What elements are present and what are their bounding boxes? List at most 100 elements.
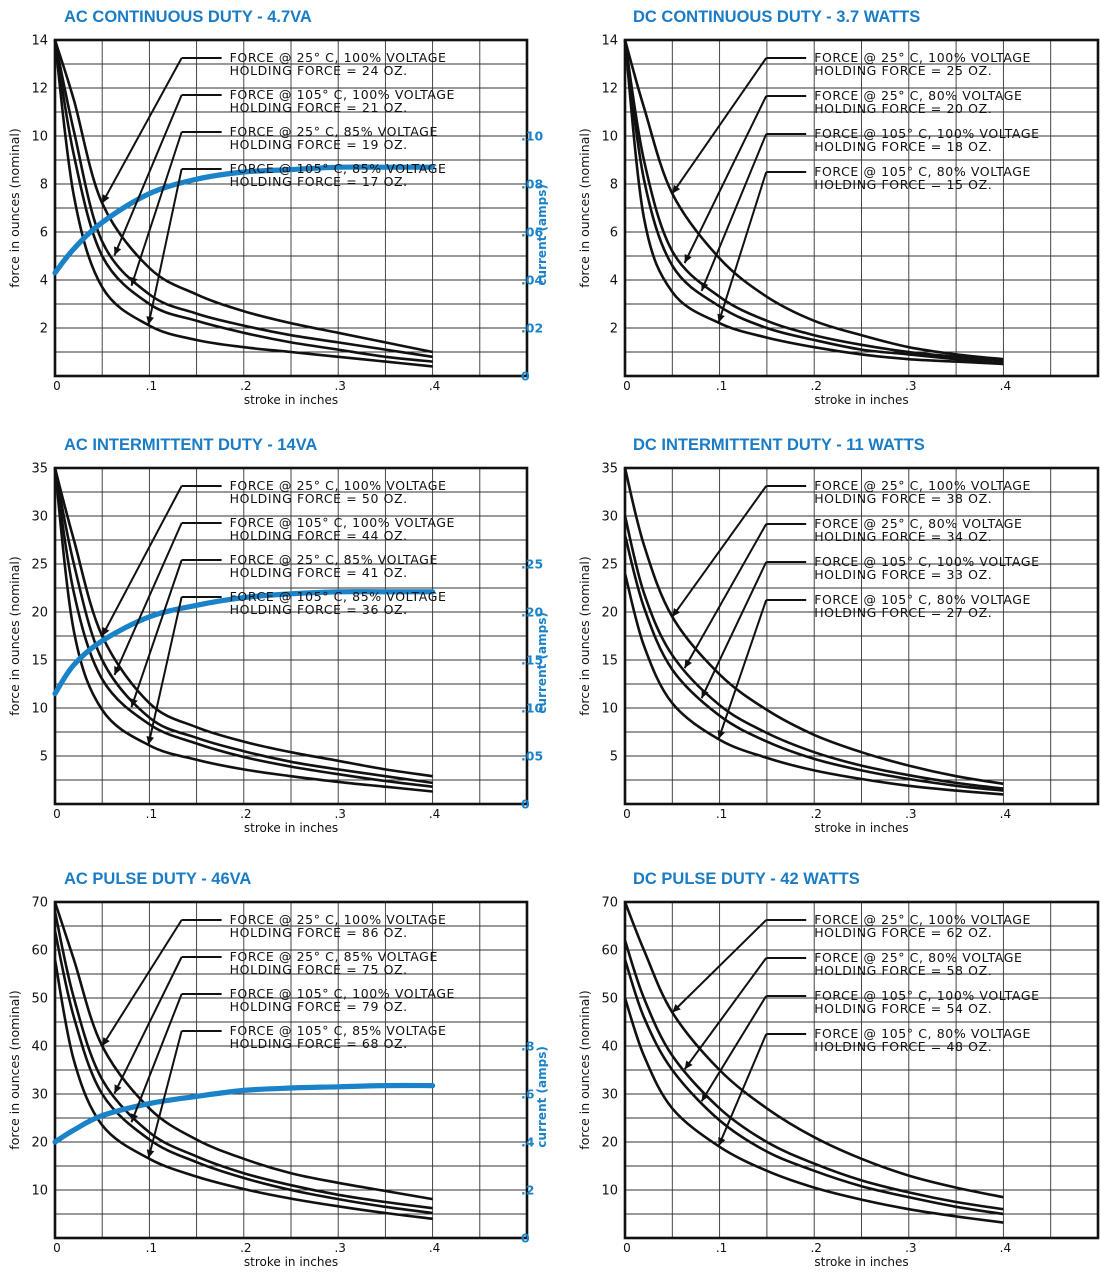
leader-line	[683, 957, 768, 1070]
y-tick-label: 10	[31, 1184, 48, 1199]
y-axis-label: force in ounces (nominal)	[7, 990, 22, 1149]
leader-arrowhead	[130, 276, 138, 286]
legend-series-name: FORCE @ 105° C, 100% VOLTAGE	[814, 126, 1039, 141]
y-tick-label: 4	[40, 274, 48, 289]
y-tick-label: 10	[601, 1184, 618, 1199]
force-curve	[53, 467, 433, 793]
force-curve	[53, 39, 433, 354]
y-tick-label: 5	[40, 750, 48, 765]
current-curve	[52, 1082, 436, 1145]
legend-series-name: FORCE @ 25° C, 100% VOLTAGE	[814, 912, 1031, 927]
legend-series-name: FORCE @ 105° C, 80% VOLTAGE	[814, 592, 1031, 607]
leader-arrowhead	[684, 254, 692, 264]
force-curve	[623, 39, 1004, 361]
legend-holding-force: HOLDING FORCE = 58 OZ.	[814, 963, 992, 978]
y-axis-label: force in ounces (nominal)	[577, 128, 592, 287]
leader-arrowhead	[130, 1113, 139, 1123]
x-tick-label: .3	[905, 379, 916, 393]
legend-holding-force: HOLDING FORCE = 36 OZ.	[230, 602, 408, 617]
plot-frame	[53, 38, 529, 378]
legend-series-name: FORCE @ 105° C, 80% VOLTAGE	[814, 164, 1031, 179]
y2-tick-label: .2	[521, 1183, 534, 1198]
leader-arrowhead	[102, 1037, 110, 1046]
force-curve	[53, 39, 433, 359]
y-tick-label: 50	[31, 992, 48, 1007]
x-tick-label: 0	[623, 1241, 631, 1255]
legend-holding-force: HOLDING FORCE = 86 OZ.	[230, 925, 408, 940]
legend-series-name: FORCE @ 105° C, 85% VOLTAGE	[230, 589, 447, 604]
leader-line	[130, 993, 183, 1123]
y-axis-label: force in ounces (nominal)	[7, 128, 22, 287]
panel-dc-pulse: DC PULSE DUTY - 42 WATTS 10 20 30 40 50 60 70 0…	[553, 862, 1101, 1286]
legend-holding-force: HOLDING FORCE = 19 OZ.	[230, 137, 408, 152]
y-axis-label: force in ounces (nominal)	[577, 556, 592, 715]
panel-title: AC PULSE DUTY - 46VA	[64, 870, 252, 888]
legend-series-name: FORCE @ 105° C, 100% VOLTAGE	[230, 986, 455, 1001]
x-tick-label: .4	[429, 1241, 440, 1255]
leader-line	[717, 599, 768, 740]
force-curve	[623, 939, 1004, 1211]
y-tick-label: 14	[601, 34, 618, 49]
force-curve	[623, 39, 1004, 366]
leader-arrowhead	[672, 607, 681, 617]
x-tick-label: .1	[716, 1241, 727, 1255]
panel-title: AC CONTINUOUS DUTY - 4.7VA	[64, 8, 312, 26]
force-curve	[53, 930, 433, 1215]
legend-holding-force: HOLDING FORCE = 33 OZ.	[814, 567, 992, 582]
y-tick-label: 60	[31, 944, 48, 959]
y-tick-label: 30	[601, 1088, 618, 1103]
legend-series-name: FORCE @ 105° C, 100% VOLTAGE	[230, 515, 455, 530]
x-axis-label: stroke in inches	[814, 1255, 908, 1269]
x-axis-label: stroke in inches	[244, 821, 338, 835]
legend-series-name: FORCE @ 25° C, 85% VOLTAGE	[230, 124, 438, 139]
leader-arrowhead	[684, 659, 692, 669]
legend-series-name: FORCE @ 105° C, 85% VOLTAGE	[230, 1023, 447, 1038]
leader-arrowhead	[701, 1092, 710, 1102]
current-curve	[52, 164, 436, 276]
legend-holding-force: HOLDING FORCE = 41 OZ.	[230, 565, 408, 580]
x-axis-label: stroke in inches	[814, 393, 908, 407]
y2-tick-label: 0	[521, 797, 530, 812]
y2-axis-label: current (amps)	[535, 1046, 548, 1147]
y2-tick-label: .06	[521, 225, 543, 240]
y-axis-label: force in ounces (nominal)	[7, 556, 22, 715]
leader-line	[717, 171, 768, 323]
leader-arrowhead	[102, 194, 110, 204]
leader-line	[717, 1033, 768, 1147]
leader-line	[101, 919, 183, 1047]
leader-line	[130, 559, 183, 708]
y-tick-label: 15	[601, 654, 618, 669]
x-tick-label: .3	[334, 807, 345, 821]
leader-line	[101, 57, 183, 204]
grid	[55, 40, 527, 376]
chart-dc-pulse: 10 20 30 40 50 60 70 0 .1 .2 .3 .4 stroke in inches f…	[577, 896, 1100, 1269]
force-curve	[623, 997, 1004, 1224]
leader-line	[700, 995, 768, 1102]
legend-series-name: FORCE @ 105° C, 85% VOLTAGE	[230, 161, 447, 176]
force-curve	[623, 467, 1004, 786]
x-tick-label: .1	[716, 807, 727, 821]
y-tick-label: 25	[601, 558, 618, 573]
y2-axis-label: current (amps)	[535, 612, 548, 713]
y-tick-label: 10	[31, 702, 48, 717]
force-curve	[53, 467, 433, 778]
y-tick-label: 30	[31, 1088, 48, 1103]
x-tick-label: 0	[623, 379, 631, 393]
leader-arrowhead	[672, 1003, 681, 1013]
grid	[55, 902, 527, 1238]
legend-series-name: FORCE @ 25° C, 85% VOLTAGE	[230, 552, 438, 567]
y-tick-label: 10	[601, 702, 618, 717]
y2-tick-label: .20	[521, 605, 543, 620]
leader-arrowhead	[114, 1084, 122, 1094]
y-tick-label: 8	[40, 178, 48, 193]
legend-holding-force: HOLDING FORCE = 54 OZ.	[814, 1001, 992, 1016]
y-tick-label: 40	[31, 1040, 48, 1055]
legend-holding-force: HOLDING FORCE = 48 OZ.	[814, 1039, 992, 1054]
legend-series-name: FORCE @ 25° C, 80% VOLTAGE	[814, 88, 1022, 103]
y-tick-label: 40	[601, 1040, 618, 1055]
x-tick-label: .1	[716, 379, 727, 393]
legend-holding-force: HOLDING FORCE = 18 OZ.	[814, 139, 992, 154]
force-curve	[623, 515, 1004, 790]
y-tick-label: 2	[610, 322, 618, 337]
legend-holding-force: HOLDING FORCE = 17 OZ.	[230, 174, 408, 189]
